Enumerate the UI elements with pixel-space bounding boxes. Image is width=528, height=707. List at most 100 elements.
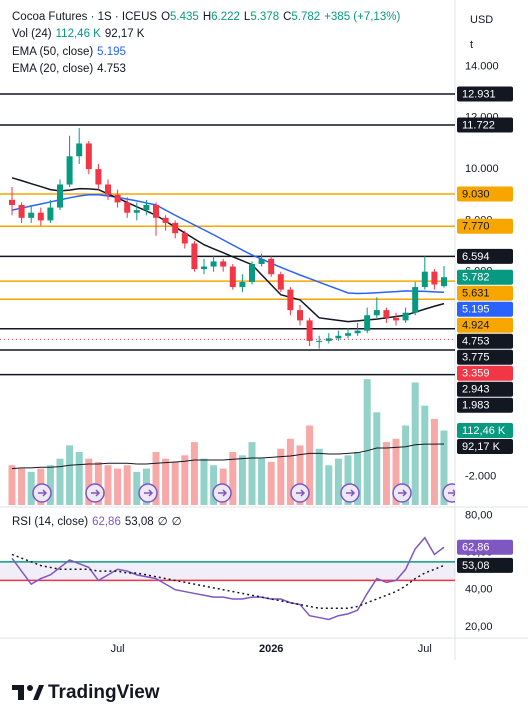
candle-body	[76, 143, 83, 157]
price-label: 5.782	[462, 272, 490, 284]
ohlc-value: 5.782	[291, 11, 321, 23]
price-label-box	[457, 269, 513, 285]
ema-line	[11, 177, 445, 323]
price-label: 5.195	[462, 304, 490, 316]
price-label: 112,46 K	[462, 425, 506, 437]
volume-bar	[248, 442, 256, 505]
candle-body	[201, 266, 207, 270]
ema-legend: EMA (20, close)	[12, 63, 94, 75]
x-tick-label: 2026	[259, 643, 283, 655]
x-tick-label: Jul	[111, 643, 125, 655]
price-label: 6.594	[462, 251, 490, 263]
price-label-box	[457, 365, 513, 381]
event-icon	[85, 483, 105, 503]
price-label-box	[457, 301, 513, 317]
candle-body	[306, 320, 313, 341]
price-label-box	[457, 248, 513, 264]
price-label-box	[457, 439, 513, 455]
volume-bar	[392, 438, 400, 505]
volume-bar	[373, 412, 381, 505]
volume-value: 112,46 K	[55, 28, 101, 40]
candle-body	[412, 287, 419, 313]
legend-row: EMA (50, close) 5.195	[12, 46, 130, 58]
event-icon	[340, 483, 360, 503]
price-label: 3.359	[462, 368, 490, 380]
ema-value: 4.753	[97, 63, 126, 75]
y-tick-label: 10.000	[465, 163, 499, 175]
price-label: 2.943	[462, 384, 490, 396]
candle-body	[277, 274, 284, 290]
legend-row: RSI (14, close) 62,86 53,08 ∅ ∅	[12, 514, 186, 528]
legend-row: Cocoa Futures · 1S · ICEUS O5.435 H6.222 L5…	[12, 11, 404, 23]
candle-body	[335, 335, 342, 339]
price-label: 3.775	[462, 352, 490, 364]
event-arrow	[144, 489, 154, 497]
volume-bar	[440, 430, 448, 505]
volume-bar	[354, 452, 362, 505]
price-label: 4.924	[462, 320, 490, 332]
price-label: 4.753	[462, 336, 490, 348]
price-label: 5.631	[462, 288, 490, 300]
price-pane	[0, 93, 455, 505]
price-label-box	[457, 86, 513, 102]
ohlc-value: 5.378	[250, 11, 280, 23]
event-icon	[442, 483, 455, 503]
candle-body	[114, 194, 121, 203]
volume-bar	[18, 468, 26, 505]
candle-body	[220, 261, 227, 267]
volume-bar	[152, 452, 160, 505]
volume-bar	[190, 442, 198, 505]
ohlc-key: L	[243, 11, 251, 23]
price-label: 12.931	[462, 88, 496, 100]
candle-body	[66, 156, 73, 185]
candle-body	[143, 205, 150, 211]
candle-body	[210, 261, 217, 267]
event-arrow	[398, 489, 408, 497]
volume-bar	[94, 461, 102, 505]
candle-body	[133, 210, 140, 213]
rsi-value: 62,86	[92, 516, 121, 528]
volume-bar	[171, 461, 179, 505]
price-label: 9.030	[462, 188, 490, 200]
candle-body	[172, 222, 179, 234]
volume-bar	[104, 465, 112, 505]
volume-legend: Vol (24)	[12, 28, 52, 40]
price-label-box	[457, 557, 513, 573]
candle-body	[37, 212, 44, 221]
volume-bar	[66, 445, 74, 505]
candle-body	[249, 263, 255, 282]
volume-bar	[8, 465, 16, 505]
event-icon	[32, 483, 52, 503]
y-tick-label: 14.000	[465, 60, 499, 72]
candle-body	[287, 289, 294, 311]
rsi-legend: RSI (14, close)	[12, 516, 89, 528]
price-label: 62,86	[462, 542, 490, 554]
candle-body	[18, 205, 25, 218]
candle-body	[364, 315, 371, 331]
rsi-line	[11, 553, 445, 610]
volume-ma	[11, 443, 445, 470]
candle-body	[85, 143, 92, 170]
volume-bar	[162, 458, 170, 505]
ohlc-key: H	[202, 11, 212, 23]
event-icon	[290, 483, 310, 503]
volume-bar	[325, 465, 333, 505]
price-label: 7.770	[462, 221, 490, 233]
ohlc-value: 6.222	[211, 11, 240, 23]
x-tick-label: Jul	[418, 643, 432, 655]
candle-body	[124, 202, 131, 213]
event-icon	[138, 483, 158, 503]
candle-body	[268, 258, 275, 275]
candle-body	[162, 217, 169, 223]
price-label-box	[457, 349, 513, 365]
price-label: 1.983	[462, 400, 490, 412]
ohlc-key: O	[161, 11, 171, 23]
rsi-tick-label: 20,00	[465, 621, 493, 633]
ohlc-key: C	[283, 11, 292, 23]
legend-row: Vol (24) 112,46 K 92,17 K	[12, 28, 148, 40]
event-arrow	[448, 489, 455, 497]
volume-bar	[267, 461, 275, 505]
volume-bar	[27, 471, 35, 505]
symbol: Cocoa Futures · 1S · ICEUS	[12, 11, 158, 23]
